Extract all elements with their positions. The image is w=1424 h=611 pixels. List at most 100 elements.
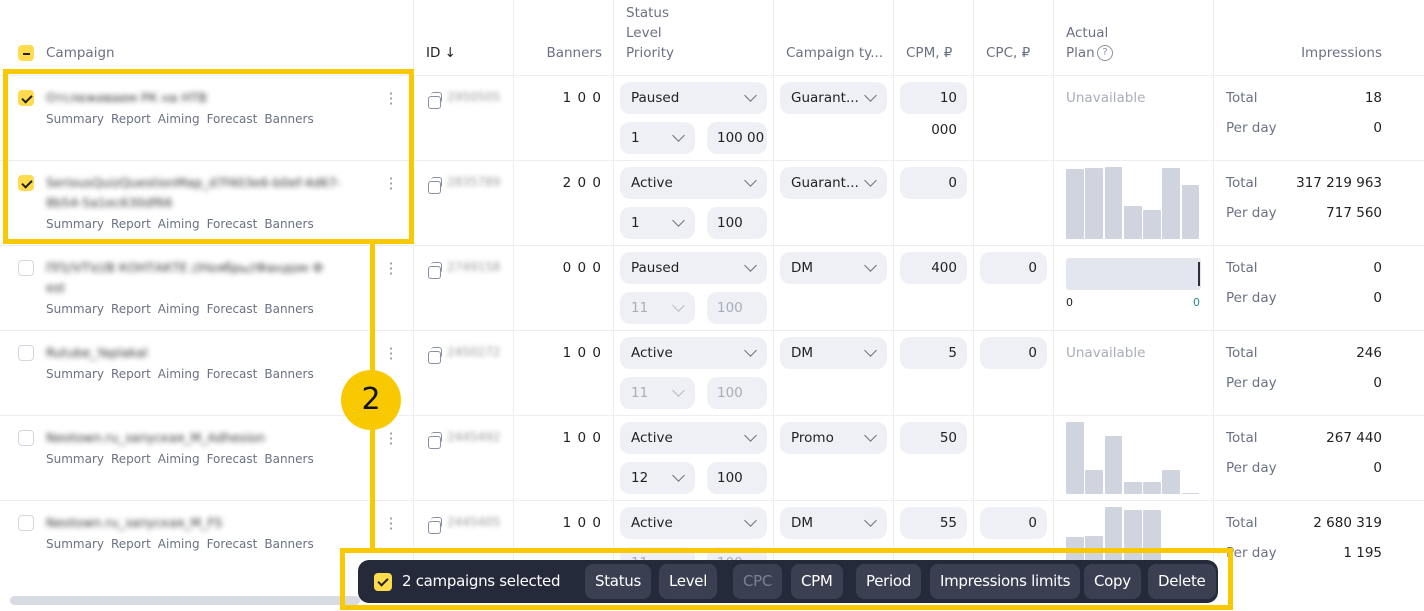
priority-select[interactable]: 11 (620, 377, 695, 409)
campaign-name[interactable]: Rutube_Yaplakal (46, 345, 148, 360)
status-select[interactable]: Active (620, 167, 767, 199)
link-summary[interactable]: Summary (46, 302, 104, 316)
campaign-type-select[interactable]: Guarant... (780, 82, 887, 114)
campaign-name[interactable]: Neotown.ru_запуская_М_FS (46, 515, 223, 530)
link-summary[interactable]: Summary (46, 537, 104, 551)
limit-input[interactable]: 100 (707, 292, 767, 324)
campaign-type-select[interactable]: Guarant... (780, 167, 887, 199)
link-forecast[interactable]: Forecast (206, 452, 258, 466)
toolbar-cpm-button[interactable]: CPM (791, 564, 843, 599)
cpc-input[interactable]: 0 (980, 252, 1047, 284)
copy-icon[interactable] (428, 262, 442, 279)
link-banners[interactable]: Banners (264, 367, 314, 381)
link-forecast[interactable]: Forecast (206, 302, 258, 316)
toolbar-status-button[interactable]: Status (585, 564, 651, 599)
toolbar-delete-button[interactable]: Delete (1148, 564, 1216, 599)
link-summary[interactable]: Summary (46, 367, 104, 381)
status-select[interactable]: Paused (620, 252, 767, 284)
link-forecast[interactable]: Forecast (206, 112, 258, 126)
row-checkbox[interactable] (18, 90, 34, 106)
status-select[interactable]: Paused (620, 82, 767, 114)
priority-select[interactable]: 1 (620, 207, 695, 239)
row-checkbox[interactable] (18, 260, 34, 276)
header-id-sorted[interactable]: ID ↓ (426, 45, 456, 61)
copy-icon[interactable] (428, 92, 442, 109)
link-banners[interactable]: Banners (264, 537, 314, 551)
priority-select[interactable]: 12 (620, 462, 695, 494)
cpm-input[interactable]: 10 000 (900, 82, 967, 138)
copy-icon[interactable] (428, 432, 442, 449)
link-aiming[interactable]: Aiming (157, 452, 200, 466)
header-impressions[interactable]: Impressions (1301, 45, 1382, 61)
link-summary[interactable]: Summary (46, 452, 104, 466)
toolbar-period-button[interactable]: Period (856, 564, 921, 599)
cpm-input[interactable]: 0 (900, 167, 967, 199)
campaign-name[interactable]: Отслеживаем РК на НТВ (46, 90, 207, 105)
row-checkbox[interactable] (18, 345, 34, 361)
campaign-type-select[interactable]: DM (780, 507, 887, 539)
copy-icon[interactable] (428, 347, 442, 364)
limit-input[interactable]: 100 (707, 207, 767, 239)
campaign-type-select[interactable]: DM (780, 337, 887, 369)
link-report[interactable]: Report (111, 112, 151, 126)
link-report[interactable]: Report (111, 302, 151, 316)
more-menu-icon[interactable]: · · · (388, 254, 394, 283)
link-forecast[interactable]: Forecast (206, 367, 258, 381)
link-summary[interactable]: Summary (46, 217, 104, 231)
cpc-input[interactable]: 0 (980, 507, 1047, 539)
select-all-checkbox[interactable] (18, 45, 34, 61)
link-aiming[interactable]: Aiming (157, 367, 200, 381)
link-aiming[interactable]: Aiming (157, 537, 200, 551)
header-banners[interactable]: Banners (546, 45, 602, 61)
toolbar-impressions-limits-button[interactable]: Impressions limits (930, 564, 1081, 599)
priority-select[interactable]: 1 (620, 122, 695, 154)
row-checkbox[interactable] (18, 515, 34, 531)
horizontal-scrollbar[interactable] (10, 596, 360, 605)
more-menu-icon[interactable]: · · · (388, 424, 394, 453)
more-menu-icon[interactable]: · · · (388, 509, 394, 538)
toolbar-cpc-button[interactable]: CPC (733, 564, 783, 599)
link-report[interactable]: Report (111, 452, 151, 466)
more-menu-icon[interactable]: · · · (388, 84, 394, 113)
campaign-name[interactable]: Neotown.ru_запуская_М_Adhesion (46, 430, 265, 445)
status-select[interactable]: Active (620, 507, 767, 539)
row-checkbox[interactable] (18, 430, 34, 446)
header-priority[interactable]: Priority (626, 45, 675, 61)
header-cpc[interactable]: CPC, ₽ (986, 45, 1031, 61)
cpm-input[interactable]: 5 (900, 337, 967, 369)
header-campaign[interactable]: Campaign (46, 45, 115, 61)
row-checkbox[interactable] (18, 175, 34, 191)
link-banners[interactable]: Banners (264, 112, 314, 126)
link-report[interactable]: Report (111, 537, 151, 551)
limit-input[interactable]: 100 (707, 377, 767, 409)
header-level[interactable]: Level (626, 25, 662, 41)
link-aiming[interactable]: Aiming (157, 302, 200, 316)
link-forecast[interactable]: Forecast (206, 537, 258, 551)
link-aiming[interactable]: Aiming (157, 112, 200, 126)
header-cpm[interactable]: CPM, ₽ (906, 45, 953, 61)
campaign-name[interactable]: ПП//VTV//В КОНТАКТЕ //Ноябрь//Фандом Ф (46, 260, 324, 275)
campaign-name[interactable]: SeriousQuizQuestionMap_d7f403e6-b0ef-4d6… (46, 175, 342, 190)
header-actual[interactable]: Actual (1066, 25, 1109, 41)
status-select[interactable]: Active (620, 337, 767, 369)
limit-input[interactable]: 100 00 (707, 122, 767, 154)
link-banners[interactable]: Banners (264, 217, 314, 231)
link-banners[interactable]: Banners (264, 302, 314, 316)
more-menu-icon[interactable]: · · · (388, 169, 394, 198)
campaign-type-select[interactable]: DM (780, 252, 887, 284)
help-icon[interactable]: ? (1097, 45, 1113, 61)
campaign-name-line2[interactable]: еst (46, 280, 66, 295)
priority-select[interactable]: 11 (620, 292, 695, 324)
status-select[interactable]: Active (620, 422, 767, 454)
link-forecast[interactable]: Forecast (206, 217, 258, 231)
link-summary[interactable]: Summary (46, 112, 104, 126)
link-report[interactable]: Report (111, 367, 151, 381)
toolbar-level-button[interactable]: Level (659, 564, 718, 599)
header-status[interactable]: Status (626, 5, 670, 21)
header-campaign-type[interactable]: Campaign ty... (786, 45, 884, 61)
link-report[interactable]: Report (111, 217, 151, 231)
more-menu-icon[interactable]: · · · (388, 339, 394, 368)
selected-checkbox[interactable] (374, 573, 392, 591)
link-aiming[interactable]: Aiming (157, 217, 200, 231)
limit-input[interactable]: 100 (707, 462, 767, 494)
